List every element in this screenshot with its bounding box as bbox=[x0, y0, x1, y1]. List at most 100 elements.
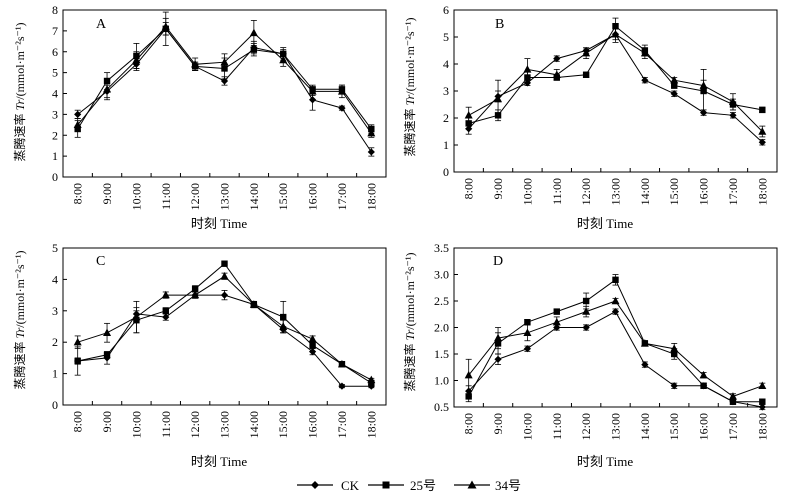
panel-b-point-34 bbox=[552, 70, 561, 78]
panel-d-point-ck bbox=[582, 323, 590, 332]
panel-b-point-ck bbox=[553, 55, 561, 63]
panel-a-point-34 bbox=[132, 55, 141, 64]
legend-label-25: 25号 bbox=[410, 478, 436, 493]
panel-c-point-34 bbox=[132, 312, 141, 321]
panel-b-point-34 bbox=[494, 94, 503, 103]
panel-b-point-34 bbox=[464, 111, 473, 119]
panel-c-point-34 bbox=[161, 290, 170, 299]
panel-b-point-34 bbox=[699, 81, 708, 89]
panel-b-x-tick-label: 16:00 bbox=[697, 178, 711, 205]
panel-c-series-34 bbox=[73, 271, 376, 384]
panel-c-y-axis-label: 蒸腾速率 Tr/(mmol·m⁻²s⁻¹) bbox=[12, 251, 27, 390]
panel-d-y-tick-label: 3.5 bbox=[434, 241, 449, 255]
panel-c-x-tick-label: 14:00 bbox=[247, 411, 261, 438]
panel-c-y-tick-label: 5 bbox=[52, 241, 58, 255]
panel-c-point-34 bbox=[279, 322, 288, 330]
panel-c-x-axis-label: 时刻 Time bbox=[191, 454, 247, 469]
panel-b-point-ck bbox=[729, 111, 737, 119]
panel-b-y-tick-label: 3 bbox=[443, 84, 449, 98]
panel-d: 0.5 1.0 1.5 2.0 2.5 3.0 3.5 8:00 9:00 10:00 11:00 1… bbox=[402, 241, 778, 469]
panel-d-x-tick-label: 13:00 bbox=[609, 413, 623, 440]
panel-d-point-34 bbox=[523, 328, 532, 336]
panel-d-plot: 0.5 1.0 1.5 2.0 2.5 3.0 3.5 8:00 9:00 10:00 11:00 1… bbox=[434, 241, 778, 440]
panel-a-label: A bbox=[96, 17, 107, 32]
panel-c-x-tick-label: 15:00 bbox=[276, 411, 290, 438]
panel-b-x-tick-label: 9:00 bbox=[491, 178, 505, 199]
panel-d-point-ck bbox=[670, 382, 678, 390]
panel-a-point-34 bbox=[367, 128, 376, 137]
panel-d-point-25 bbox=[759, 398, 766, 405]
panel-a-y-tick-label: 2 bbox=[52, 128, 58, 142]
panel-a-x-tick-label: 16:00 bbox=[306, 183, 320, 210]
panel-b-point-ck bbox=[670, 90, 678, 98]
panel-d-point-34 bbox=[670, 344, 679, 352]
panel-a-x-tick-label: 14:00 bbox=[247, 183, 261, 210]
panel-c-point-34 bbox=[73, 337, 82, 346]
panel-d-line-34 bbox=[468, 300, 763, 397]
panel-d-point-34 bbox=[552, 317, 561, 326]
panel-b-x-tick-label: 18:00 bbox=[755, 178, 769, 205]
panel-b-x-tick-label: 13:00 bbox=[609, 178, 623, 205]
panel-d-x-tick-label: 17:00 bbox=[726, 413, 740, 440]
panel-d-x-tick-label: 16:00 bbox=[697, 413, 711, 440]
legend-label-ck: CK bbox=[341, 478, 360, 493]
panel-d-x-tick-label: 9:00 bbox=[491, 413, 505, 434]
panel-c-line-ck bbox=[77, 294, 372, 387]
panel-b-point-34 bbox=[758, 127, 767, 135]
panel-d-x-tick-label: 15:00 bbox=[667, 413, 681, 440]
panel-c-point-34 bbox=[367, 375, 376, 384]
panel-b: 0 1 2 3 4 5 6 8:00 9:00 10:00 11:00 12:00 13:00 14:00… bbox=[402, 3, 778, 231]
panel-c-point-25 bbox=[221, 260, 228, 267]
panel-a-y-tick-label: 3 bbox=[52, 107, 58, 121]
panel-d-y-tick-label: 3.0 bbox=[434, 268, 449, 282]
panel-a-x-axis-label: 时刻 Time bbox=[191, 216, 247, 231]
panel-a-y-tick-label: 8 bbox=[52, 3, 58, 17]
panel-a-x-tick-label: 10:00 bbox=[129, 183, 143, 210]
panel-c-point-25 bbox=[280, 313, 287, 321]
panel-a-point-34 bbox=[279, 55, 288, 64]
panel-b-y-tick-label: 6 bbox=[443, 3, 449, 17]
panel-a-x-tick-label: 17:00 bbox=[335, 183, 349, 210]
panel-a-point-ck bbox=[74, 110, 82, 118]
panel-c-plot: 0 1 2 3 4 5 8:00 9:00 10:00 11:00 12:00 13:00 14:00 1… bbox=[52, 241, 387, 438]
panel-d-point-34 bbox=[699, 370, 708, 379]
panel-b-point-34 bbox=[728, 97, 737, 105]
panel-a-plot: 0 1 2 3 4 5 6 7 8 8:00 9:00 10:00 11:00 12:00 13:00 14:… bbox=[52, 3, 387, 210]
panel-b-point-34 bbox=[582, 48, 591, 57]
panel-a-x-tick-label: 15:00 bbox=[276, 183, 290, 210]
panel-d-point-34 bbox=[494, 333, 503, 342]
panel-d-y-axis-label: 蒸腾速率 Tr/(mmol·m⁻²s⁻¹) bbox=[402, 253, 417, 392]
panel-d-point-ck bbox=[523, 345, 532, 353]
panel-d-y-tick-label: 0.5 bbox=[434, 400, 449, 414]
panel-b-y-tick-label: 2 bbox=[443, 111, 449, 125]
panel-d-point-25 bbox=[700, 382, 707, 389]
panel-d-point-34 bbox=[464, 370, 473, 379]
panel-a-y-tick-label: 7 bbox=[52, 24, 58, 38]
panel-a-x-tick-label: 9:00 bbox=[100, 183, 114, 204]
panel-a-point-ck bbox=[308, 96, 317, 104]
panel-b-point-34 bbox=[640, 48, 649, 57]
panel-d-point-25 bbox=[582, 297, 590, 305]
panel-a-point-34 bbox=[73, 120, 82, 129]
panel-a-point-25 bbox=[250, 46, 258, 53]
panel-c-x-tick-label: 17:00 bbox=[335, 411, 349, 438]
panel-d-x-tick-label: 14:00 bbox=[638, 413, 652, 440]
panel-a-point-34 bbox=[308, 87, 317, 95]
panel-a-point-34 bbox=[337, 87, 346, 95]
panel-d-point-34 bbox=[640, 339, 649, 347]
panel-d-x-tick-label: 12:00 bbox=[579, 413, 593, 440]
panel-c-point-25 bbox=[103, 351, 111, 358]
panel-c-x-tick-label: 9:00 bbox=[100, 411, 114, 432]
panel-a-x-tick-label: 8:00 bbox=[71, 183, 85, 204]
panel-a-y-axis-label: 蒸腾速率 Tr/(mmol·m⁻²s⁻¹) bbox=[12, 23, 27, 162]
panel-c-y-tick-label: 4 bbox=[52, 272, 58, 286]
panel-d-y-tick-label: 2.5 bbox=[434, 294, 449, 308]
panel-c-point-34 bbox=[249, 300, 258, 308]
panel-a: 0 1 2 3 4 5 6 7 8 8:00 9:00 10:00 11:00 12:00 13:00 14:… bbox=[12, 3, 387, 231]
panel-c-point-34 bbox=[191, 290, 200, 299]
panel-d-point-34 bbox=[611, 296, 620, 305]
panel-b-y-tick-label: 0 bbox=[443, 165, 449, 179]
panel-a-point-34 bbox=[191, 59, 200, 68]
panel-c-x-tick-label: 16:00 bbox=[306, 411, 320, 438]
